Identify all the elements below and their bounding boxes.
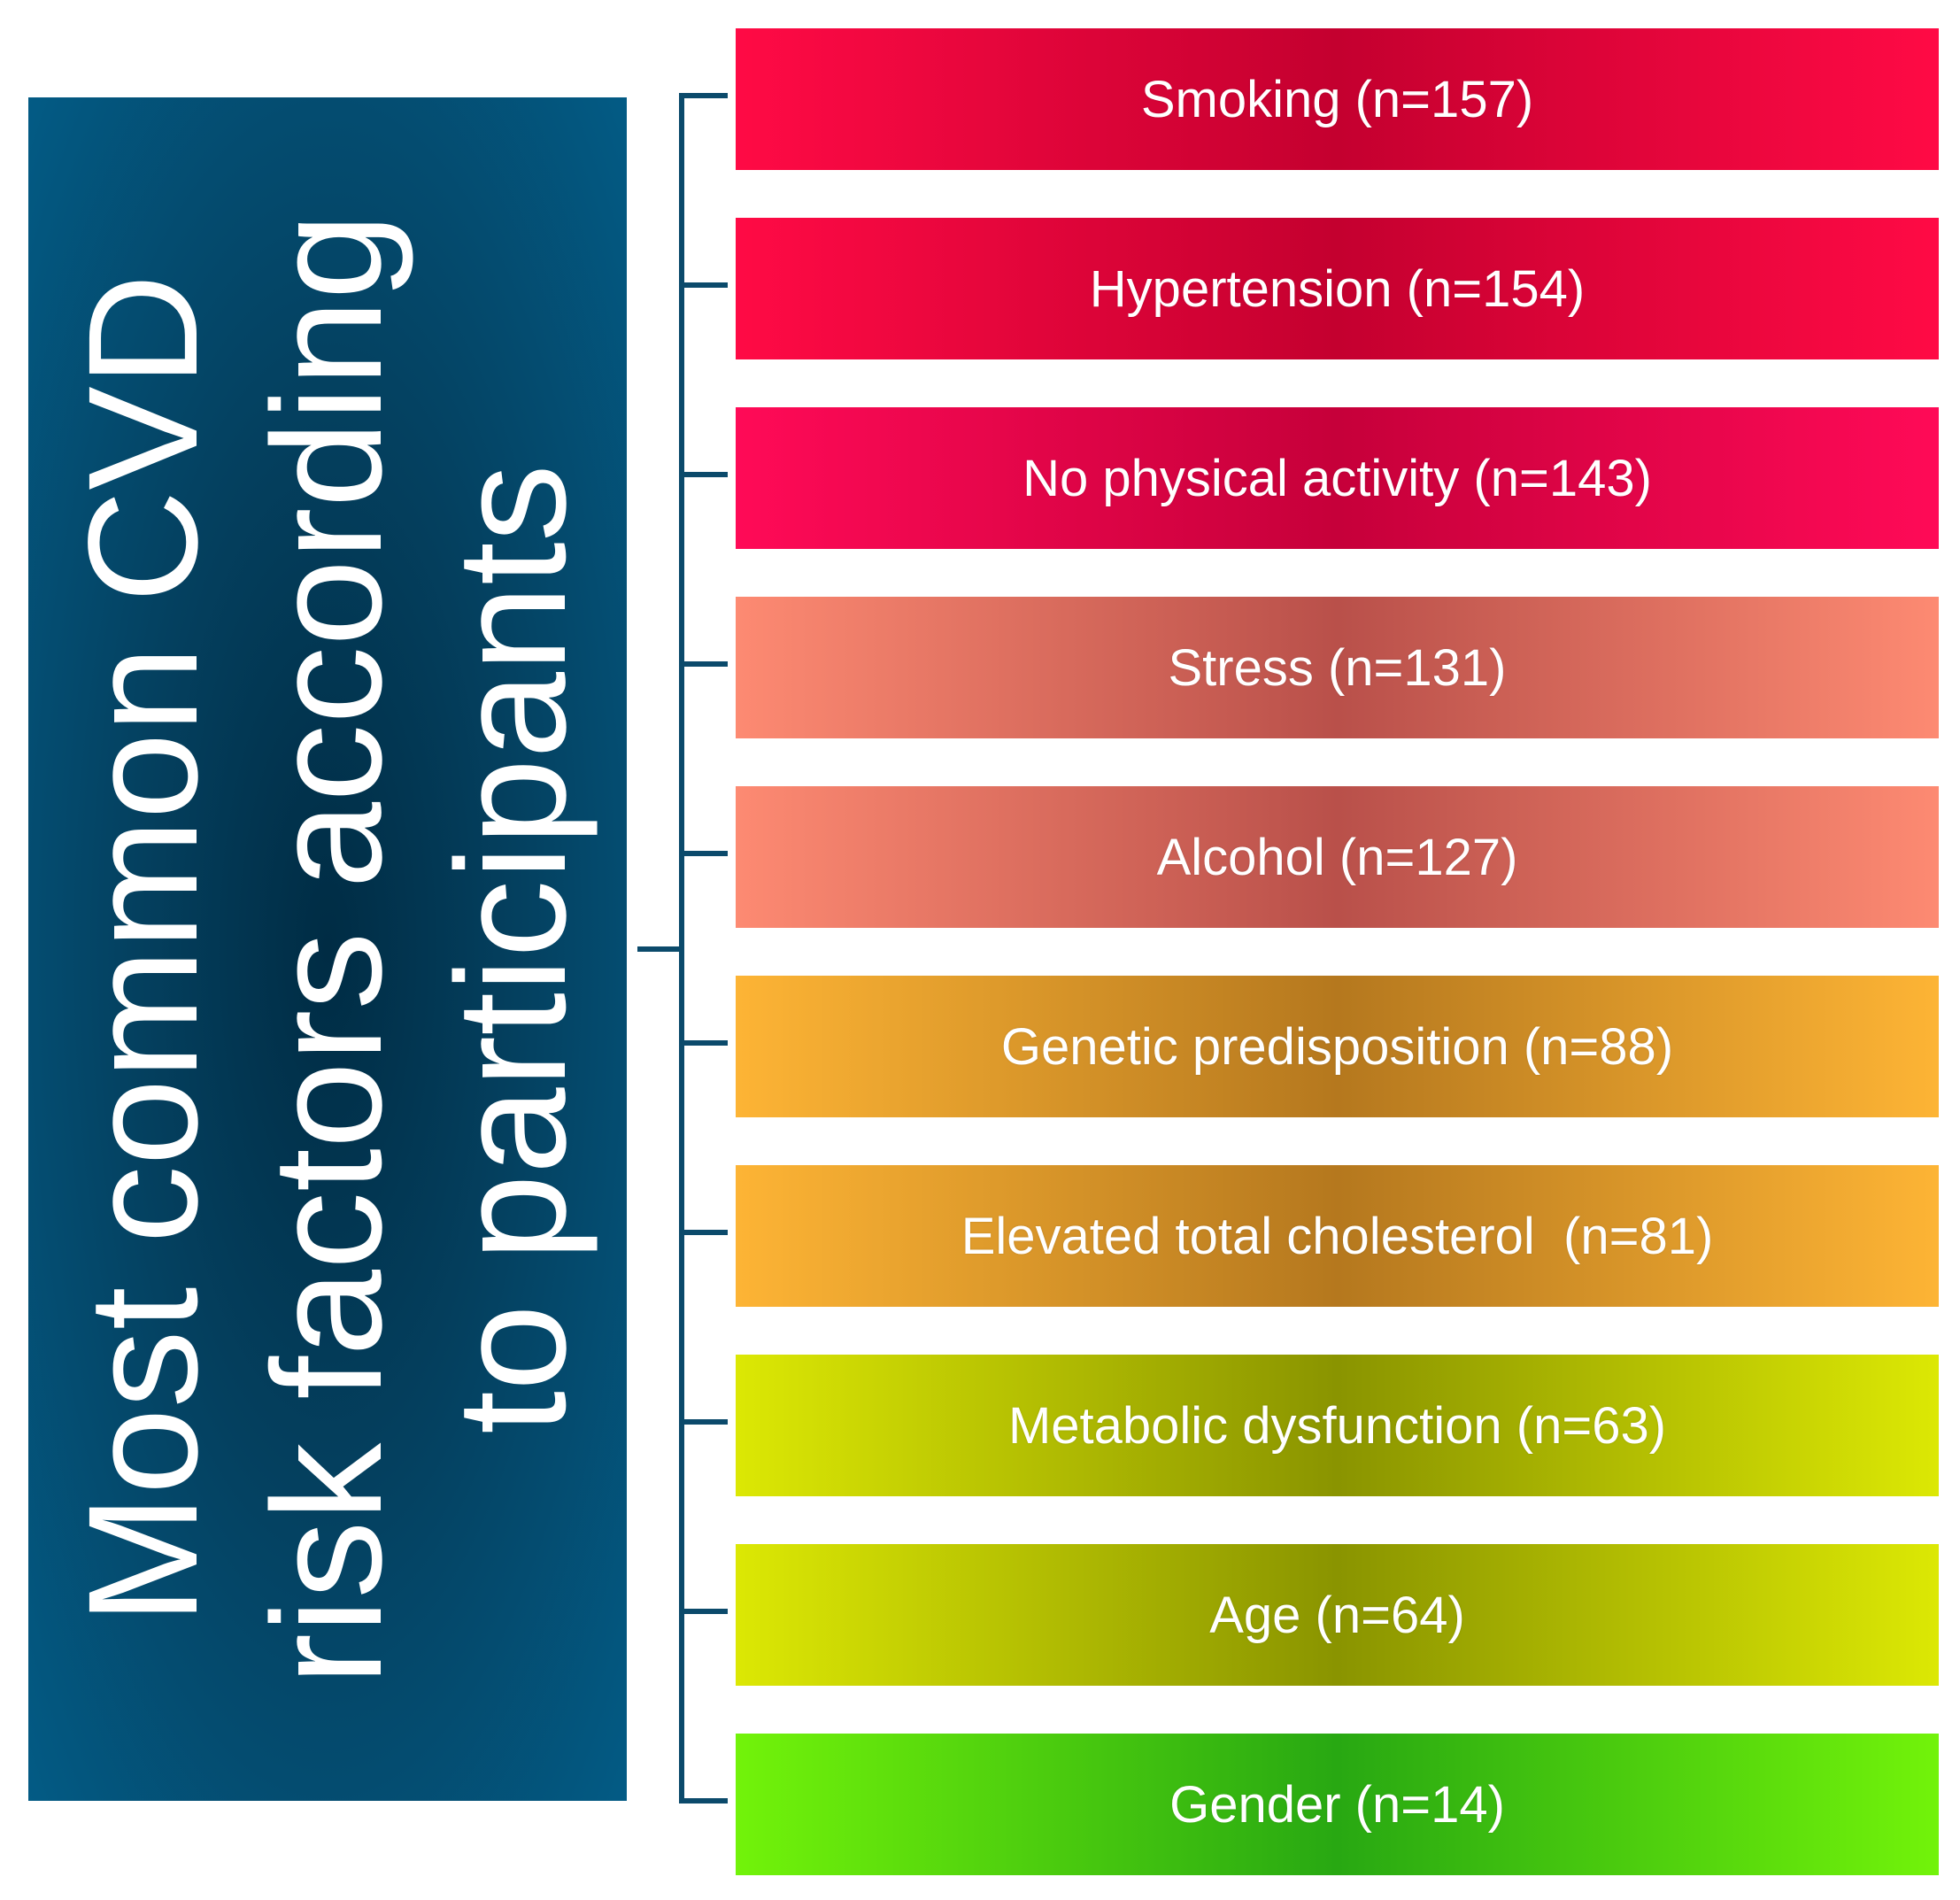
risk-factor-label: Smoking (n=157) (1140, 70, 1534, 128)
risk-factor-box-gender: Gender (n=14) (736, 1734, 1939, 1875)
risk-factor-box-hypertension: Hypertension (n=154) (736, 218, 1939, 359)
risk-factor-box-cholesterol: Elevated total cholesterol (n=81) (736, 1165, 1939, 1307)
risk-factor-box-stress: Stress (n=131) (736, 597, 1939, 738)
risk-factor-box-smoking: Smoking (n=157) (736, 28, 1939, 170)
risk-factor-box-alcohol: Alcohol (n=127) (736, 786, 1939, 928)
title-panel: Most common CVD risk factors according t… (28, 97, 627, 1801)
risk-factor-label: Alcohol (n=127) (1156, 828, 1518, 886)
risk-factor-label: Age (n=64) (1209, 1586, 1465, 1644)
risk-factor-box-genetic: Genetic predisposition (n=88) (736, 976, 1939, 1117)
risk-factor-box-metabolic: Metabolic dysfunction (n=63) (736, 1355, 1939, 1496)
risk-factor-box-age: Age (n=64) (736, 1544, 1939, 1686)
risk-factor-label: Hypertension (n=154) (1089, 259, 1586, 318)
risk-factor-label: Elevated total cholesterol (n=81) (961, 1207, 1714, 1265)
risk-factor-label: No physical activity (n=143) (1022, 449, 1652, 507)
risk-factor-label: Metabolic dysfunction (n=63) (1007, 1396, 1667, 1455)
risk-factor-label: Gender (n=14) (1169, 1775, 1505, 1834)
risk-factor-box-physical-activity: No physical activity (n=143) (736, 407, 1939, 549)
risk-factor-label: Stress (n=131) (1168, 638, 1507, 697)
risk-factor-label: Genetic predisposition (n=88) (1000, 1017, 1674, 1076)
